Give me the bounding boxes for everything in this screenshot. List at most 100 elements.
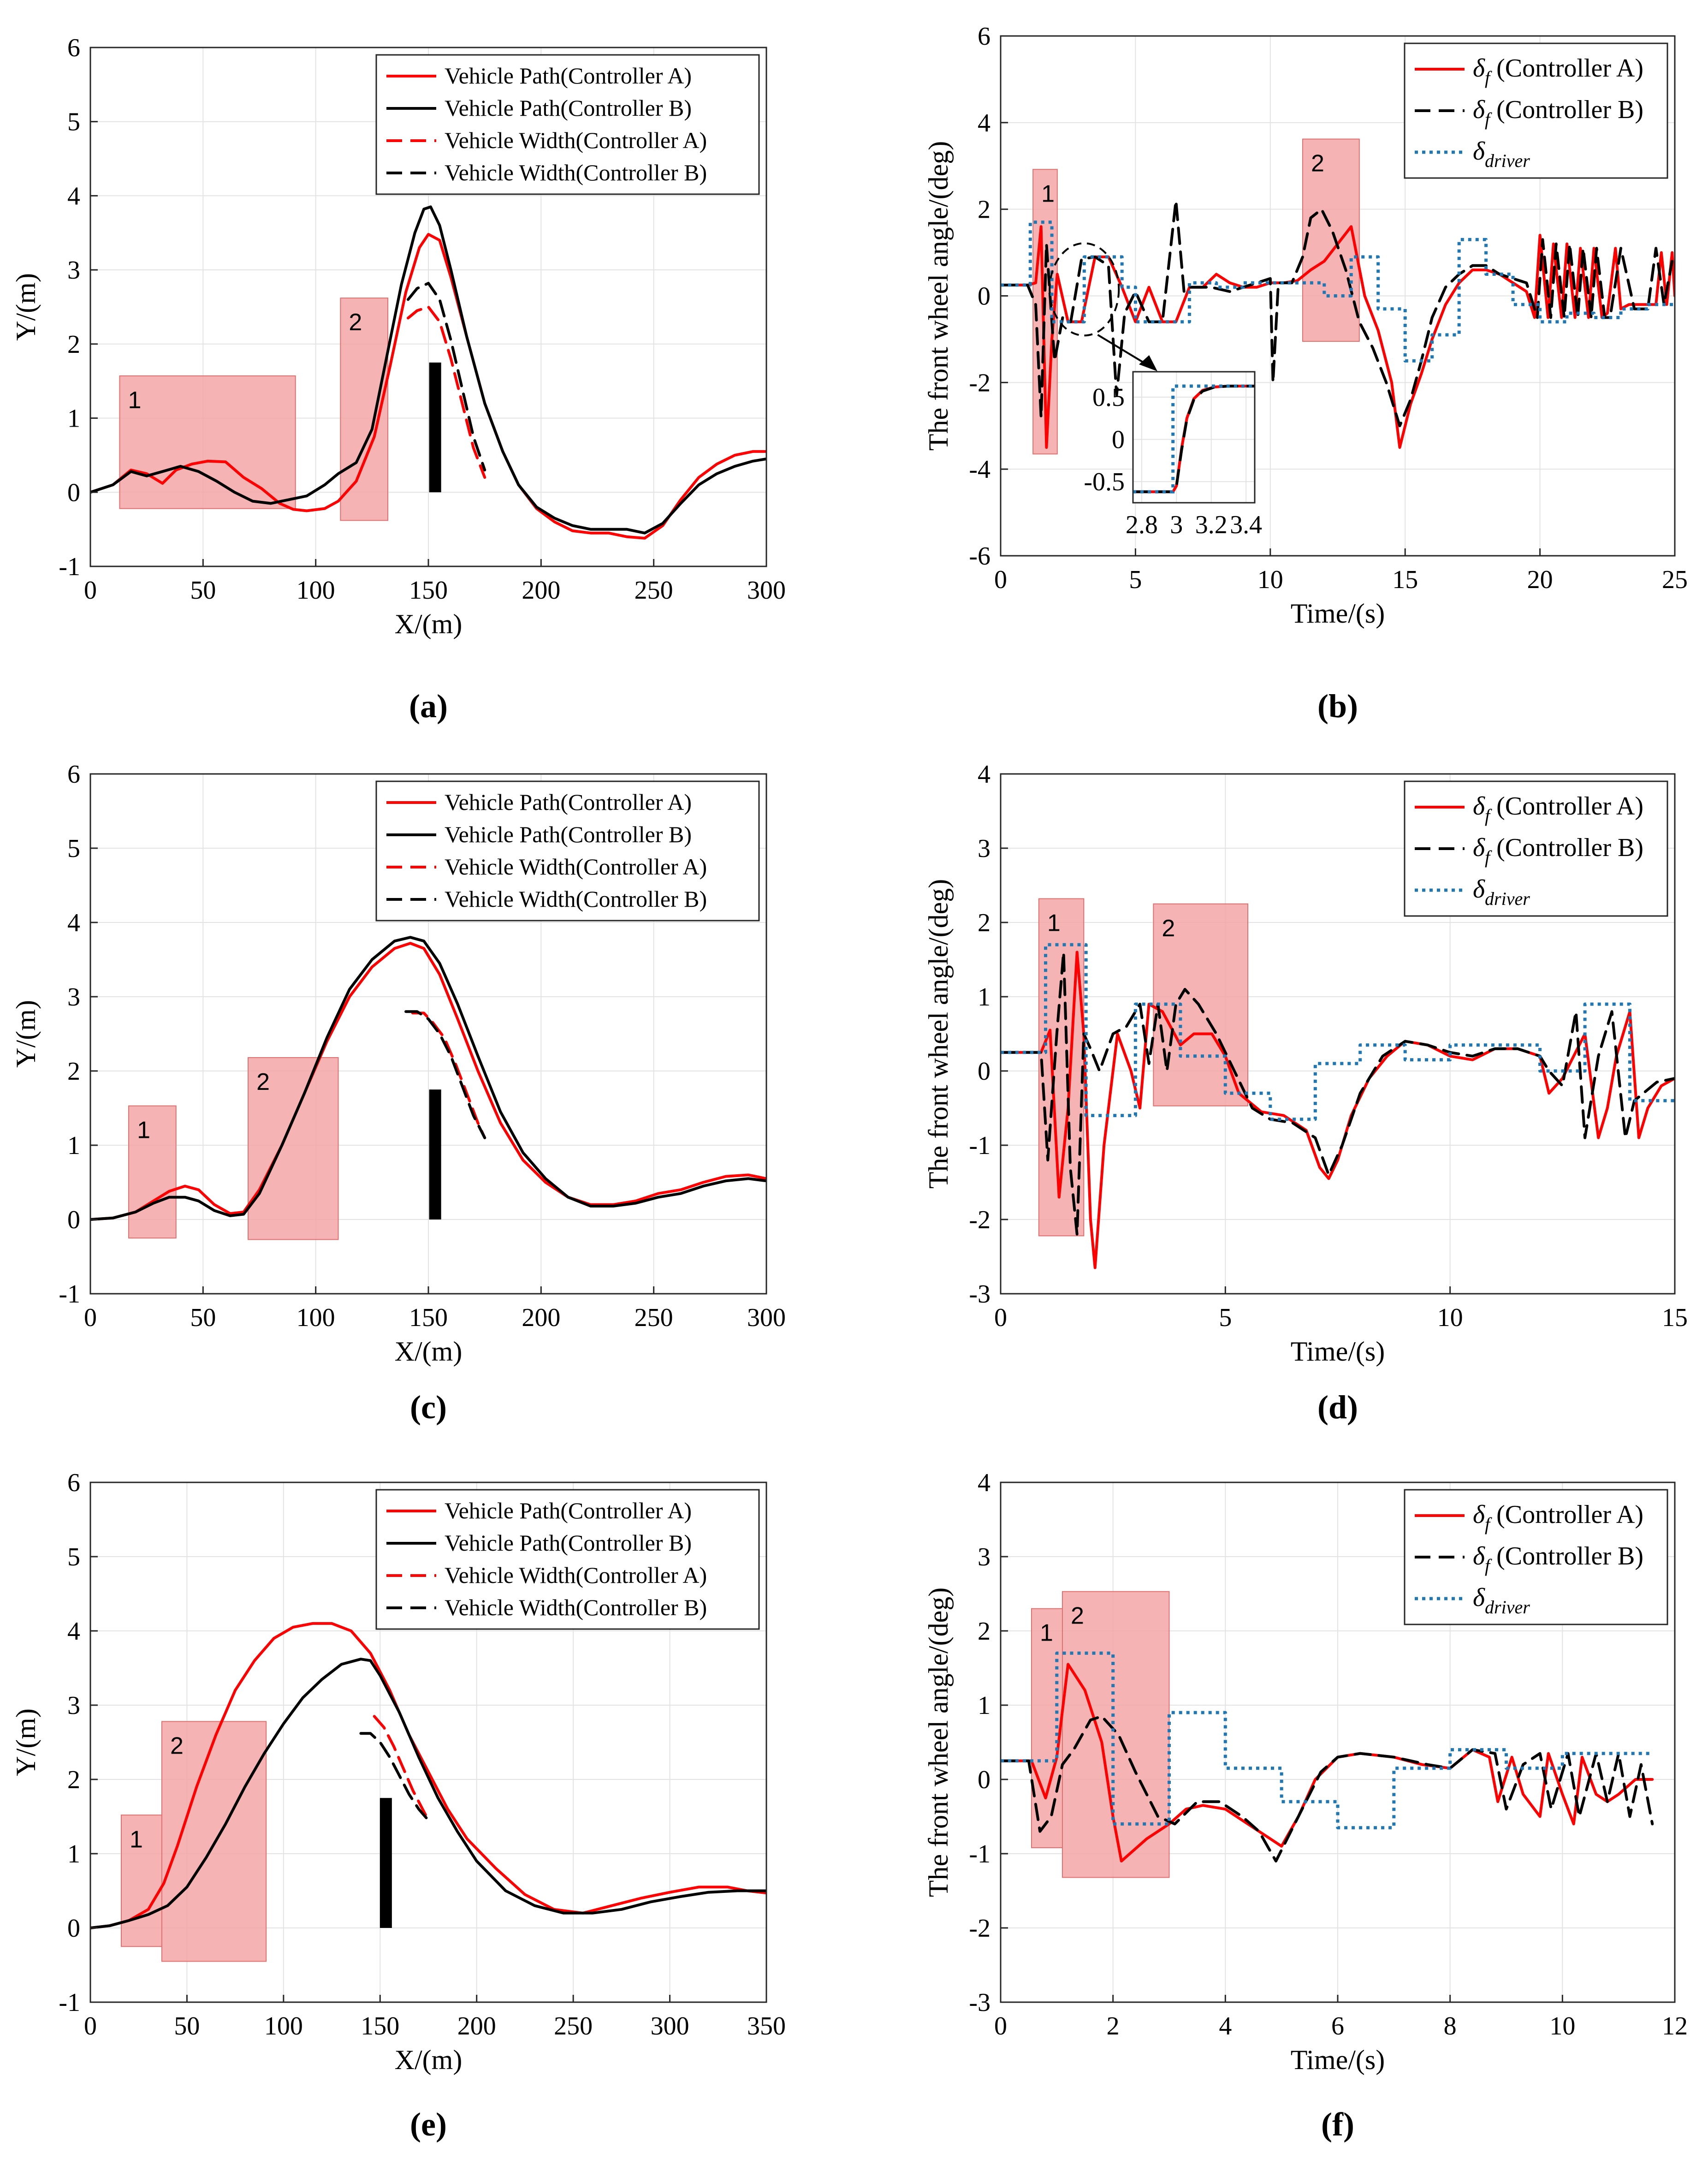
legend: Vehicle Path(Controller A) Vehicle Path(C… [375,1489,760,1630]
x-tick-label: 8 [1444,2012,1457,2040]
x-tick-label: 200 [522,576,560,605]
series-line-1 [90,1622,766,1929]
series-group [90,1622,766,1929]
series-line-3 [373,1715,430,1822]
legend-label-3: δdriver [1473,875,1530,909]
legend-label-symbol: δ [1473,1583,1485,1612]
highlight-label-1: 1 [1047,910,1061,936]
y-tick-label: 6 [67,34,80,62]
legend-label-1: δf (Controller A) [1473,1500,1643,1534]
legend-label-3: Vehicle Width(Controller A) [445,1562,707,1588]
x-tick-label: 0 [84,1303,97,1332]
legend-label-2: δf (Controller B) [1473,95,1643,130]
y-tick-label: 5 [67,1543,80,1571]
highlight-label-2: 2 [349,309,362,336]
y-axis-label: Y/(m) [11,273,41,341]
x-tick-label: 300 [747,576,786,605]
legend-label-symbol: δ [1473,1500,1485,1529]
legend: δf (Controller A)δf (Controller B)δdrive… [1404,42,1668,179]
y-tick-label: -2 [969,369,990,397]
y-tick-label: -2 [969,1914,990,1943]
inset-y-tick-label: -0.5 [1084,468,1125,496]
y-axis-label: Y/(m) [11,1708,41,1776]
series-line-1 [90,942,766,1221]
obstacle-bar [429,363,441,493]
y-tick-label: -2 [969,1206,990,1234]
highlight-label-1: 1 [137,1117,150,1144]
inset-frame [1132,371,1256,504]
legend-label-4: Vehicle Width(Controller B) [445,160,707,185]
x-axis-label: Time/(s) [1291,598,1385,629]
x-tick-label: 6 [1331,2012,1344,2040]
x-tick-label: 100 [297,576,335,605]
y-tick-label: -1 [969,1840,990,1868]
x-axis-label: Time/(s) [1291,2045,1385,2075]
legend-label-subscript: driver [1485,888,1530,909]
y-tick-label: 1 [978,983,990,1011]
y-axis-label: Y/(m) [11,1000,41,1068]
series-line-4 [359,1732,430,1822]
y-tick-label: -6 [969,542,990,571]
x-tick-label: 20 [1527,565,1553,594]
legend-label-suffix: (Controller B) [1490,1542,1643,1570]
chart-panel-d: 1 2 0 5 10 15 -3 -2 -1 0 1 2 3 4 Time/(s) The front whe… [923,760,1688,1426]
legend-box [375,54,760,195]
legend-label-1: Vehicle Path(Controller A) [445,789,692,815]
legend: δf (Controller A)δf (Controller B)δdrive… [1404,780,1668,917]
x-tick-label: 10 [1549,2012,1575,2040]
x-tick-label: 150 [361,2012,399,2040]
subfigure-caption: (a) [409,688,448,725]
legend-label-1: δf (Controller A) [1473,792,1643,826]
highlight-label-2: 2 [1162,915,1175,942]
series-line-1 [1001,951,1675,1269]
legend-label-symbol: δ [1473,833,1485,862]
legend-label-suffix: (Controller A) [1490,1500,1643,1529]
y-tick-label: 0 [67,478,80,507]
y-tick-label: -3 [969,1280,990,1308]
legend-label-3: δdriver [1473,137,1530,171]
x-axis-label: X/(m) [395,1336,463,1367]
y-axis-label: The front wheel angle/(deg) [923,1588,954,1897]
obstacle-bar [380,1798,392,1928]
y-tick-label: 4 [67,182,80,210]
legend-label-symbol: δ [1473,875,1485,904]
x-tick-label: 300 [651,2012,689,2040]
legend-label-3: Vehicle Width(Controller A) [445,854,707,880]
legend-label-symbol: δ [1473,54,1485,83]
highlight-label-1: 1 [130,1826,143,1853]
inset-y-tick-label: 0 [1112,426,1125,454]
y-tick-label: -1 [59,1280,80,1308]
highlight-label-2: 2 [1311,150,1324,177]
highlight-region-1 [119,375,296,509]
inset-series-line-3 [1133,384,1255,494]
y-tick-label: 0 [67,1206,80,1234]
subfigure-caption: (b) [1317,688,1358,725]
x-tick-label: 0 [84,576,97,605]
series-line-4 [404,1010,486,1139]
x-tick-label: 250 [554,2012,593,2040]
x-tick-label: 0 [994,1303,1007,1332]
y-tick-label: 2 [67,1057,80,1086]
legend-label-2: Vehicle Path(Controller B) [445,821,692,847]
series-group [90,205,766,540]
legend-label-2: δf (Controller B) [1473,833,1643,868]
legend-label-3: δdriver [1473,1583,1530,1618]
legend-label-4: Vehicle Width(Controller B) [445,1594,707,1620]
legend: Vehicle Path(Controller A) Vehicle Path(C… [375,780,760,922]
y-tick-label: 4 [978,109,990,137]
series-line-2 [90,205,766,535]
obstacle-bar [429,1089,441,1219]
x-tick-label: 250 [635,576,673,605]
y-tick-label: 3 [67,256,80,285]
legend-label-subscript: driver [1485,1597,1530,1618]
inset-x-tick-label: 3.4 [1230,511,1262,539]
x-tick-label: 12 [1662,2012,1688,2040]
legend-label-suffix: (Controller B) [1490,95,1643,124]
inset-series-line-2 [1133,385,1255,494]
y-tick-label: 2 [67,330,80,359]
chart-panel-a: 120 50 100 150 200 250 300-10123456X/(m)Y/(m)V… [11,34,786,725]
x-tick-label: 150 [409,576,448,605]
y-tick-label: 6 [978,22,990,51]
